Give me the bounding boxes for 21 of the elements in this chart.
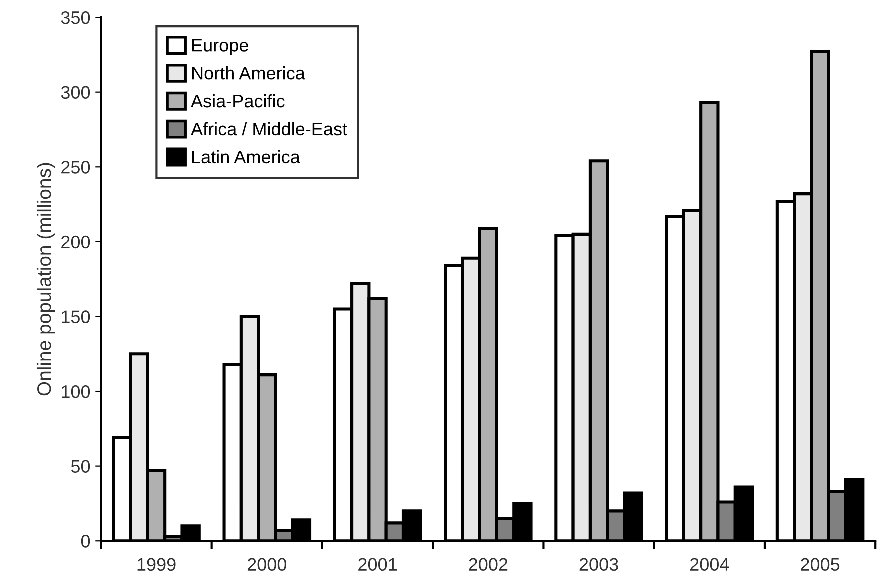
x-tick-label: 2004: [690, 558, 730, 572]
x-tick-label: 2000: [248, 558, 287, 572]
x-tick-label: 1999: [138, 558, 176, 572]
y-tick-label: 300: [61, 86, 90, 100]
legend-label: Latin America: [192, 150, 300, 164]
x-tick-label: 2005: [801, 558, 840, 572]
legend-label: North America: [192, 66, 306, 80]
y-tick-label: 250: [62, 161, 90, 174]
y-tick-label: 50: [71, 460, 90, 474]
legend-label: Europe: [192, 39, 248, 56]
legend-label: Asia-Pacific: [191, 94, 285, 108]
y-tick-label: 350: [61, 11, 90, 24]
y-axis-title: Online population (millions): [36, 163, 56, 396]
y-tick-label: 100: [62, 385, 90, 398]
x-tick-label: 2003: [580, 558, 618, 572]
y-tick-label: 200: [62, 236, 90, 249]
y-tick-label: 0: [81, 535, 90, 548]
x-tick-label: 2001: [358, 558, 397, 572]
legend-label: Africa / Middle-East: [191, 122, 348, 136]
y-tick-label: 150: [62, 310, 90, 324]
x-tick-label: 2002: [469, 558, 508, 572]
